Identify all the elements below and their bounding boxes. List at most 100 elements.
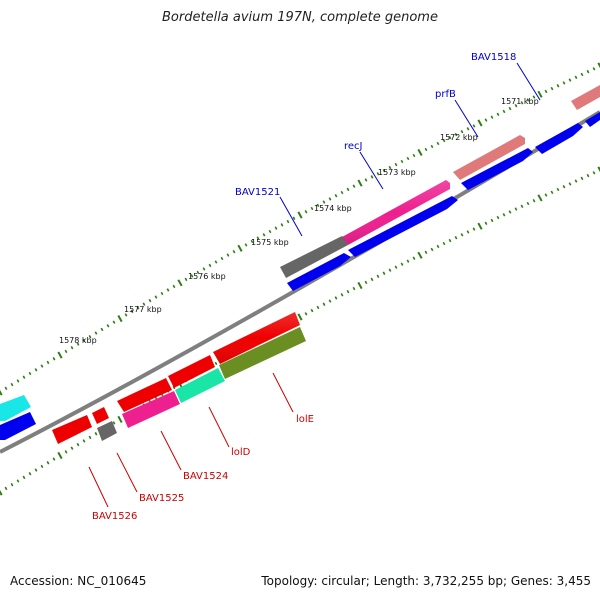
minor-tick xyxy=(496,215,500,220)
minor-tick xyxy=(142,302,146,306)
minor-tick xyxy=(580,72,584,77)
gene-label-bav1524[interactable]: BAV1524 xyxy=(183,471,228,482)
scale-label: 1573 kbp xyxy=(378,168,416,177)
minor-tick xyxy=(340,293,344,297)
minor-tick xyxy=(64,450,68,454)
minor-tick xyxy=(400,262,404,266)
label-leaders xyxy=(88,62,541,508)
minor-tick xyxy=(400,159,404,164)
major-tick xyxy=(597,62,600,69)
minor-tick xyxy=(424,250,428,254)
minor-tick xyxy=(430,144,434,149)
feature-blue-plus-4[interactable] xyxy=(348,196,458,257)
minor-tick xyxy=(70,346,74,350)
minor-tick xyxy=(568,78,572,82)
gene-label-recj[interactable]: recJ xyxy=(344,141,363,152)
gene-label-bav1526[interactable]: BAV1526 xyxy=(92,511,137,522)
minor-tick xyxy=(460,130,464,134)
minor-tick xyxy=(208,263,212,268)
gene-label-bav1525[interactable]: BAV1525 xyxy=(139,493,184,504)
minor-tick xyxy=(352,286,356,291)
major-tick xyxy=(357,281,363,290)
minor-tick xyxy=(22,475,26,480)
minor-tick xyxy=(544,193,548,197)
major-tick xyxy=(417,251,423,259)
minor-tick xyxy=(532,199,536,203)
minor-tick xyxy=(406,259,410,263)
major-tick xyxy=(237,244,243,252)
feature-salmon-1[interactable] xyxy=(453,135,525,180)
major-tick xyxy=(117,315,123,323)
minor-tick xyxy=(508,210,512,214)
minor-tick xyxy=(526,98,530,102)
scale-label: 1572 kbp xyxy=(440,133,478,142)
minor-tick xyxy=(532,95,536,99)
minor-tick xyxy=(160,291,164,296)
minor-tick xyxy=(112,320,116,324)
minor-tick xyxy=(490,218,494,223)
minor-tick xyxy=(10,382,14,387)
gene-label-lold[interactable]: lolD xyxy=(231,447,251,458)
scale-label: 1574 kbp xyxy=(314,204,352,213)
minor-tick xyxy=(370,277,374,282)
minor-tick xyxy=(28,371,32,376)
feature-red-bav1525[interactable] xyxy=(92,407,109,424)
minor-tick xyxy=(454,236,458,240)
feature-olive-lole[interactable] xyxy=(219,327,306,379)
minor-tick xyxy=(76,342,80,346)
scale-label: 1575 kbp xyxy=(251,238,289,247)
minor-tick xyxy=(184,277,188,282)
feature-blue-plus-2[interactable] xyxy=(585,112,600,127)
gene-label-bav1518[interactable]: BAV1518 xyxy=(471,52,516,63)
minor-tick xyxy=(592,67,596,71)
gene-label-bav1521[interactable]: BAV1521 xyxy=(235,187,280,198)
minor-tick xyxy=(52,457,56,461)
major-tick xyxy=(117,415,123,423)
minor-tick xyxy=(100,327,104,332)
minor-tick xyxy=(130,309,134,314)
minor-tick xyxy=(586,69,590,74)
feature-blue-plus-3[interactable] xyxy=(461,148,533,190)
minor-tick xyxy=(424,147,428,152)
gene-label-lole[interactable]: lolE xyxy=(296,414,314,425)
feature-gray-bav1521[interactable] xyxy=(280,236,348,278)
minor-tick xyxy=(82,338,86,343)
feature-magenta-bav1524[interactable] xyxy=(122,391,180,428)
minor-tick xyxy=(172,284,176,289)
feature-blue-plus-1[interactable] xyxy=(535,123,583,154)
feature-salmon-2[interactable] xyxy=(571,85,600,110)
minor-tick xyxy=(46,360,50,365)
minor-tick xyxy=(292,216,296,220)
minor-tick xyxy=(202,267,206,271)
minor-tick xyxy=(304,312,308,316)
feature-red-bav1526[interactable] xyxy=(52,415,92,444)
feature-gray-bav1525[interactable] xyxy=(97,421,117,441)
minor-tick xyxy=(88,435,92,440)
minor-tick xyxy=(94,331,98,335)
minor-tick xyxy=(214,361,218,366)
feature-blue-left[interactable] xyxy=(0,412,36,440)
minor-tick xyxy=(82,439,86,443)
minor-tick xyxy=(262,233,266,237)
minor-tick xyxy=(442,241,446,246)
gene-label-prfb[interactable]: prfB xyxy=(435,89,456,100)
minor-tick xyxy=(448,238,452,243)
minor-tick xyxy=(40,464,44,469)
minor-tick xyxy=(376,274,380,278)
feature-red-lold[interactable] xyxy=(168,355,215,388)
minor-tick xyxy=(322,200,326,204)
feature-cyan-left[interactable] xyxy=(0,395,31,421)
minor-tick xyxy=(34,368,38,372)
feature-cyan-lold[interactable] xyxy=(175,368,225,403)
minor-tick xyxy=(226,253,230,257)
feature-red-bav1524[interactable] xyxy=(117,378,172,412)
minor-tick xyxy=(490,115,494,119)
feature-blue-plus-5[interactable] xyxy=(287,253,351,291)
minor-tick xyxy=(214,260,218,264)
minor-tick xyxy=(484,118,488,122)
minor-tick xyxy=(574,179,578,183)
major-tick xyxy=(177,279,183,287)
minor-tick xyxy=(430,247,434,252)
major-tick xyxy=(537,194,543,202)
accession-label: Accession: NC_010645 xyxy=(10,574,147,588)
